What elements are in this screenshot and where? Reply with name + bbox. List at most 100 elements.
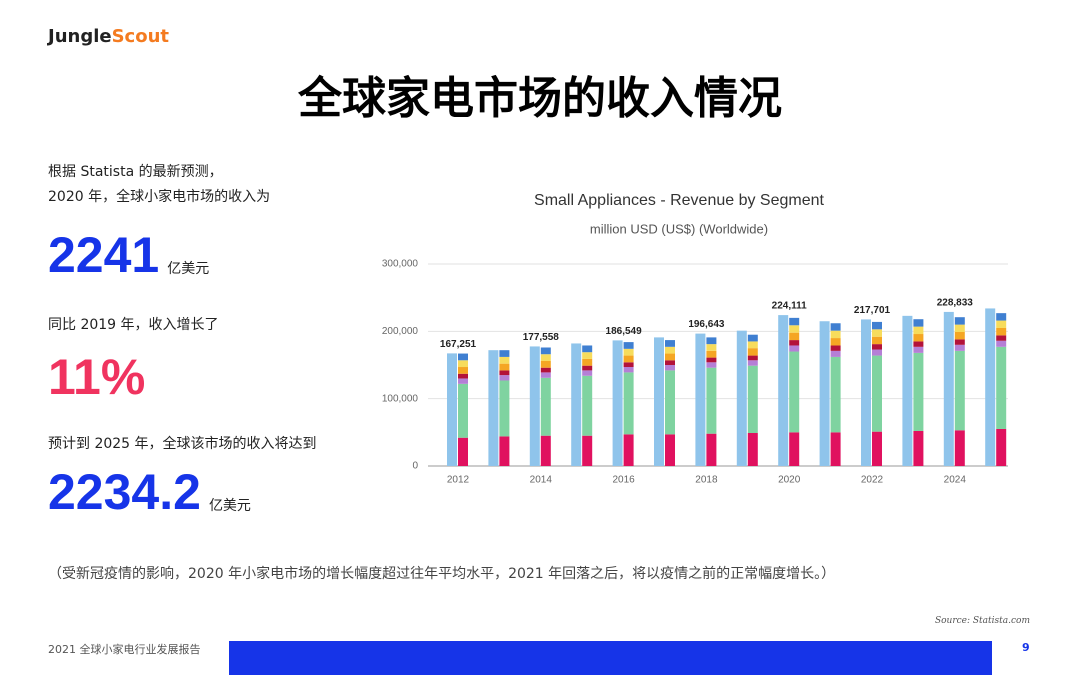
bar-segment [747, 334, 758, 342]
bar-segment [582, 375, 593, 436]
bar-segment [623, 362, 634, 368]
bar-segment [789, 345, 800, 352]
bar-segment [747, 433, 758, 466]
brand-part: Scout [111, 26, 170, 47]
bar [488, 350, 499, 466]
bar-segment [665, 346, 675, 354]
bar-segment [747, 360, 758, 366]
data-label: 224,111 [772, 301, 807, 312]
bar-segment [706, 367, 717, 434]
bar [985, 308, 996, 466]
bar-segment [540, 435, 551, 466]
data-label: 167,251 [440, 339, 477, 350]
data-label: 196,643 [688, 319, 725, 330]
source: Source: Statista.com [934, 616, 1030, 626]
bar-segment [913, 346, 924, 353]
bar-segment [996, 335, 1007, 341]
bar-segment [954, 350, 965, 431]
bar-segment [499, 370, 510, 376]
bar-segment [996, 327, 1007, 336]
page-number: 9 [1022, 641, 1030, 654]
x-tick-label: 2014 [530, 475, 553, 486]
bar-segment [789, 340, 800, 346]
bar-segment [623, 434, 634, 466]
bar-segment [996, 313, 1007, 321]
bar-segment [499, 380, 510, 437]
bar [902, 315, 913, 466]
bar-segment [747, 355, 758, 361]
footnote: （受新冠疫情的影响，2020 年小家电市场的增长幅度超过往年平均水平，2021 … [48, 566, 836, 582]
bar-segment [665, 365, 675, 371]
bar-segment [623, 372, 634, 435]
bar-segment [954, 332, 965, 340]
bar-segment [789, 325, 800, 333]
data-label: 177,558 [523, 332, 560, 343]
text: 预计到 2025 年，全球该市场的收入将达到 [48, 436, 317, 452]
text: 根据 Statista 的最新预测， [48, 164, 223, 180]
bar-segment [706, 362, 717, 368]
bar-segment [789, 432, 800, 466]
bar-segment [665, 370, 675, 435]
y-tick-label: 0 [412, 461, 418, 472]
bar-segment [913, 334, 924, 342]
bar-segment [499, 363, 510, 371]
y-tick-label: 300,000 [382, 259, 419, 270]
stat-number: 2241 [48, 227, 160, 283]
bar-segment [954, 324, 965, 333]
bar-segment [582, 358, 593, 366]
bar-segment [872, 349, 882, 356]
bar-segment [913, 430, 924, 466]
bar-segment [582, 352, 593, 359]
data-label: 217,701 [854, 305, 891, 316]
bar-segment [623, 348, 634, 356]
bar [695, 333, 706, 466]
bar-segment [872, 344, 882, 350]
x-tick-label: 2020 [778, 475, 801, 486]
bar-segment [830, 345, 841, 351]
bar-segment [499, 375, 510, 381]
bar-segment [830, 350, 841, 357]
bar-segment [830, 432, 841, 466]
bar-segment [996, 320, 1007, 328]
bar-segment [499, 356, 510, 364]
bar-segment [706, 337, 717, 345]
bar [571, 343, 582, 466]
bar [778, 315, 789, 466]
bar-segment [706, 350, 717, 358]
bar-segment [582, 345, 593, 353]
bar-segment [747, 341, 758, 349]
bar-segment [458, 383, 468, 438]
bar-segment [872, 329, 882, 337]
x-tick-label: 2016 [612, 475, 635, 486]
y-tick-label: 200,000 [382, 326, 419, 337]
bar-segment [665, 353, 675, 361]
bar-segment [540, 354, 551, 361]
bar-segment [458, 367, 468, 374]
text: 同比 2019 年，收入增长了 [48, 317, 219, 333]
data-label: 186,549 [606, 326, 643, 337]
brand: JungleScout [48, 26, 169, 47]
footer-bar [229, 641, 992, 675]
bar [654, 337, 664, 466]
bar-segment [913, 352, 924, 431]
text: 2020 年，全球小家电市场的收入为 [48, 189, 271, 205]
bar [529, 346, 540, 466]
bar-segment [623, 367, 634, 373]
bar-segment [458, 360, 468, 368]
bar [861, 319, 871, 466]
bar-segment [582, 435, 593, 466]
bar-segment [954, 430, 965, 466]
bar-segment [872, 321, 882, 330]
bar [819, 321, 830, 466]
bar-segment [913, 326, 924, 335]
stat-unit: 亿美元 [208, 498, 251, 514]
bar-segment [913, 319, 924, 327]
bar-segment [458, 373, 468, 379]
bar-segment [789, 351, 800, 433]
bar-segment [499, 350, 510, 357]
stat-number: 11% [48, 349, 146, 405]
brand-part: Jungle [48, 26, 112, 47]
bar [736, 330, 747, 466]
x-tick-label: 2024 [944, 475, 967, 486]
